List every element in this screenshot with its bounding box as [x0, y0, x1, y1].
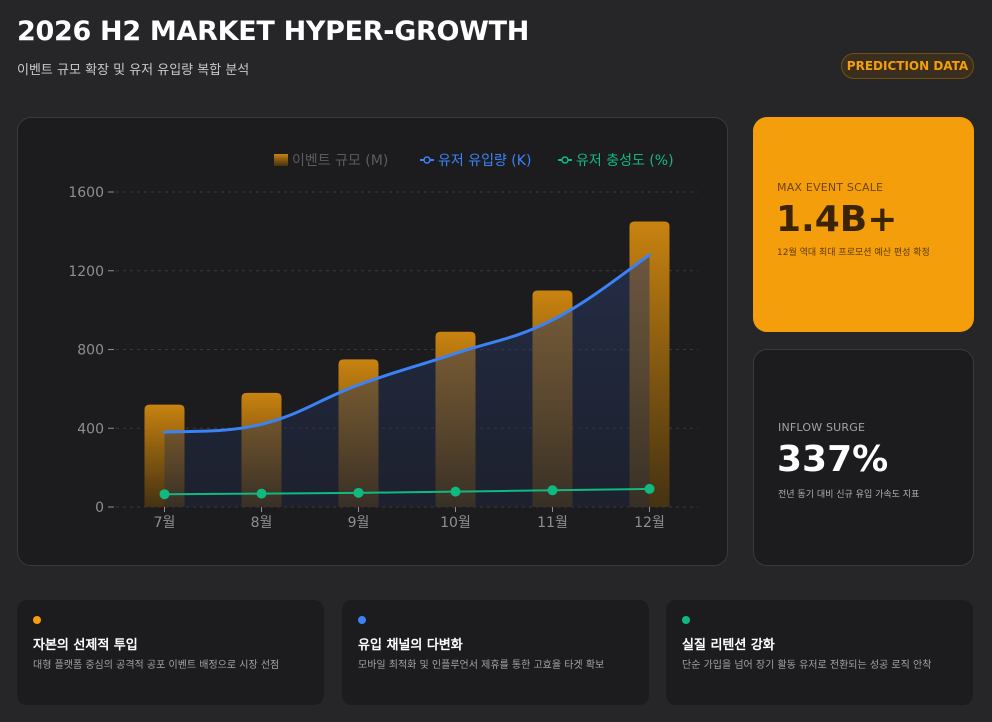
stat-card-max-event-scale: MAX EVENT SCALE 1.4B+ 12월 역대 최대 프로모션 예산 …	[753, 117, 974, 332]
page-subtitle: 이벤트 규모 확장 및 유저 유입량 복합 분석	[17, 63, 250, 78]
legend-marker-inflow	[423, 156, 431, 164]
legend-label: 유저 충성도 (%)	[576, 153, 674, 169]
combo-chart: 0 400 800 1200 1600 7월 8월 9월 10월 11월 12월 이벤트 규모 (M…	[68, 153, 698, 531]
retention-point	[159, 489, 170, 500]
legend-label: 이벤트 규모 (M)	[292, 153, 388, 169]
y-tick-label: 1200	[68, 264, 104, 280]
retention-point	[256, 488, 267, 499]
feature-description: 대형 플랫폼 중심의 공격적 공포 이벤트 배정으로 시장 선점	[33, 660, 280, 671]
y-tick-label: 0	[95, 500, 104, 516]
stat-label: MAX EVENT SCALE	[777, 181, 884, 194]
retention-line	[164, 487, 650, 496]
feature-card-capital: 자본의 선제적 투입 대형 플랫폼 중심의 공격적 공포 이벤트 배정으로 시장…	[17, 600, 324, 705]
retention-point	[644, 483, 655, 494]
feature-dot	[682, 616, 690, 624]
feature-dot	[33, 616, 41, 624]
page-title: 2026 H2 MARKET HYPER-GROWTH	[17, 16, 530, 47]
x-tick-label: 7월	[154, 515, 176, 531]
x-tick-label: 9월	[348, 515, 370, 531]
x-tick-label: 10월	[440, 515, 471, 531]
retention-point	[547, 485, 558, 496]
feature-title: 유입 채널의 다변화	[358, 638, 463, 653]
legend-label: 유저 유입량 (K)	[438, 153, 531, 169]
x-tick-label: 12월	[634, 515, 665, 531]
stat-description: 12월 역대 최대 프로모션 예산 편성 확정	[777, 248, 930, 258]
feature-card-retention: 실질 리텐션 강화 단순 가입을 넘어 장기 활동 유저로 전환되는 성공 로직…	[666, 600, 973, 705]
stat-value: 1.4B+	[776, 199, 898, 240]
feature-description: 모바일 최적화 및 인플루언서 제휴를 통한 고효율 타겟 확보	[358, 660, 605, 671]
legend-marker-retention	[561, 156, 569, 164]
feature-title: 실질 리텐션 강화	[682, 638, 775, 653]
chart-card: 0 400 800 1200 1600 7월 8월 9월 10월 11월 12월 이벤트 규모 (M…	[17, 117, 728, 566]
prediction-badge: PREDICTION DATA	[841, 53, 974, 79]
retention-point	[353, 487, 364, 498]
x-tick-label: 8월	[251, 515, 273, 531]
inflow-line	[163, 253, 651, 434]
y-tick-label: 400	[77, 421, 104, 437]
feature-card-channels: 유입 채널의 다변화 모바일 최적화 및 인플루언서 제휴를 통한 고효율 타겟…	[342, 600, 649, 705]
retention-point	[450, 486, 461, 497]
stat-card-inflow-surge: INFLOW SURGE 337% 전년 동기 대비 신규 유입 가속도 지표	[753, 349, 974, 566]
stat-value: 337%	[777, 439, 889, 480]
x-tick-label: 11월	[537, 515, 568, 531]
feature-description: 단순 가입을 넘어 장기 활동 유저로 전환되는 성공 로직 안착	[682, 660, 932, 671]
stat-label: INFLOW SURGE	[778, 421, 866, 434]
stat-description: 전년 동기 대비 신규 유입 가속도 지표	[778, 490, 920, 500]
legend-swatch-bar	[274, 154, 288, 166]
y-tick-label: 800	[77, 343, 104, 359]
inflow-area	[164, 255, 650, 507]
feature-dot	[358, 616, 366, 624]
y-tick-label: 1600	[68, 185, 104, 201]
feature-title: 자본의 선제적 투입	[33, 638, 138, 653]
